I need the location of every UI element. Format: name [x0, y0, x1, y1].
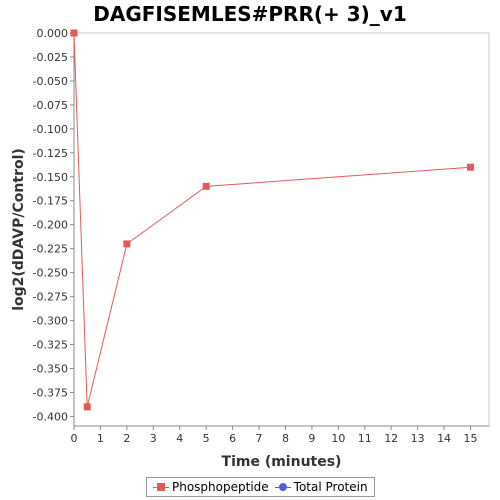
x-tick-label: 4 — [176, 432, 183, 445]
x-tick-label: 1 — [97, 432, 104, 445]
x-tick-label: 15 — [463, 432, 477, 445]
y-axis: 0.000 -0.025 -0.050 -0.075 -0.100 -0.125 -0.15… — [33, 27, 75, 426]
y-tick-label: -0.275 — [33, 291, 68, 304]
y-tick-label: -0.250 — [33, 267, 68, 280]
legend-label: Phosphopeptide — [172, 480, 269, 494]
square-marker-icon — [153, 482, 169, 492]
x-tick-label: 8 — [282, 432, 289, 445]
y-tick-label: -0.125 — [33, 147, 68, 160]
x-tick-label: 5 — [203, 432, 210, 445]
y-axis-title: log2(dDAVP/Control) — [11, 148, 27, 311]
x-tick-label: 9 — [308, 432, 315, 445]
x-tick-label: 11 — [358, 432, 372, 445]
x-axis-title: Time (minutes) — [222, 454, 342, 470]
data-point — [202, 182, 210, 190]
plot-frame — [73, 32, 490, 427]
y-tick-label: -0.050 — [33, 75, 68, 88]
y-tick-label: -0.325 — [33, 339, 68, 352]
y-tick-label: -0.300 — [33, 315, 68, 328]
x-tick-label: 7 — [256, 432, 263, 445]
y-tick-label: -0.375 — [33, 386, 68, 399]
y-tick-label: -0.350 — [33, 362, 68, 375]
x-tick-label: 13 — [411, 432, 425, 445]
y-tick-label: 0.000 — [37, 27, 69, 40]
legend-label: Total Protein — [293, 480, 368, 494]
y-tick-label: -0.400 — [33, 410, 68, 423]
y-tick-label: -0.225 — [33, 243, 68, 256]
data-point — [123, 240, 131, 248]
plot-area — [73, 32, 490, 427]
x-tick-label: 0 — [71, 432, 78, 445]
x-tick-label: 6 — [229, 432, 236, 445]
data-point — [83, 403, 91, 411]
chart-title: DAGFISEMLES#PRR(+ 3)_v1 — [93, 2, 407, 26]
x-tick-label: 2 — [123, 432, 130, 445]
x-tick-label: 10 — [331, 432, 345, 445]
y-tick-label: -0.075 — [33, 99, 68, 112]
x-tick-label: 12 — [384, 432, 398, 445]
y-tick-label: -0.150 — [33, 171, 68, 184]
legend-item: Phosphopeptide — [153, 480, 269, 494]
data-point — [466, 163, 474, 171]
y-tick-label: -0.100 — [33, 123, 68, 136]
series-layer — [70, 29, 474, 411]
y-tick-label: -0.200 — [33, 219, 68, 232]
legend: Phosphopeptide Total Protein — [146, 477, 375, 497]
y-tick-label: -0.025 — [33, 51, 68, 64]
x-tick-label: 3 — [150, 432, 157, 445]
data-point — [70, 29, 78, 37]
y-tick-label: -0.175 — [33, 195, 68, 208]
x-axis: 0 1 2 3 4 5 6 7 8 9 10 11 12 13 14 15 — [71, 425, 489, 445]
legend-item: Total Protein — [274, 480, 368, 494]
x-tick-label: 14 — [437, 432, 451, 445]
circle-marker-icon — [274, 482, 291, 492]
